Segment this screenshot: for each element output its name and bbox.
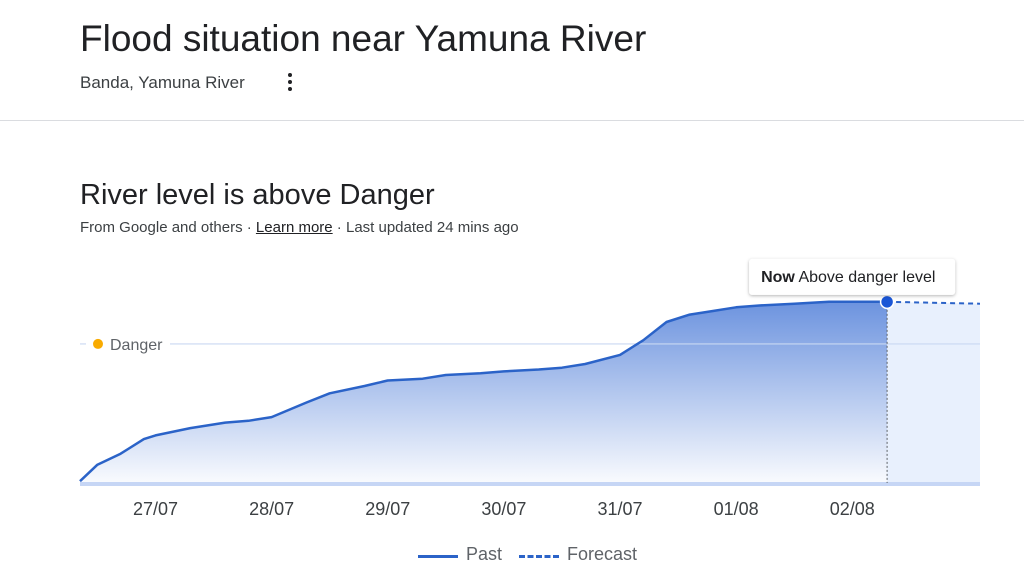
x-tick-label: 29/07: [365, 499, 410, 519]
legend-past-swatch: [418, 555, 458, 558]
page-title: Flood situation near Yamuna River: [80, 18, 647, 59]
x-tick-label: 01/08: [714, 499, 759, 519]
past-line: [79, 300, 888, 483]
more-vert-icon[interactable]: [280, 70, 300, 94]
x-tick-label: 30/07: [481, 499, 526, 519]
now-tooltip-bold: Now: [761, 269, 795, 286]
page-header: Flood situation near Yamuna River Banda,…: [0, 0, 1024, 121]
now-tooltip: [749, 258, 956, 295]
source-prefix: From Google and others ·: [80, 219, 256, 236]
river-status-title: River level is above Danger: [80, 179, 435, 211]
legend-forecast-swatch: [519, 555, 559, 558]
x-tick-label: 02/08: [830, 499, 875, 519]
source-line: From Google and others · Learn more · La…: [80, 219, 519, 236]
now-tooltip-status: Above danger level: [795, 269, 936, 286]
x-tick-label: 28/07: [249, 499, 294, 519]
chart-legend: Past Forecast: [0, 540, 1024, 570]
now-point[interactable]: [879, 294, 895, 310]
legend-past-label: Past: [466, 544, 503, 564]
now-tooltip-text: Now Above danger level: [761, 269, 935, 286]
x-tick-label: 27/07: [133, 499, 178, 519]
location-label: Banda, Yamuna River: [80, 73, 245, 92]
danger-dot: [93, 338, 103, 349]
forecast-line: [887, 300, 981, 305]
past-area: [80, 301, 888, 483]
x-tick-label: 31/07: [597, 499, 642, 519]
learn-more-link[interactable]: Learn more: [255, 219, 333, 236]
danger-label: Danger: [110, 337, 163, 354]
legend-forecast-label: Forecast: [567, 544, 638, 564]
last-updated: · Last updated 24 mins ago: [332, 219, 519, 236]
forecast-area: [887, 301, 980, 483]
river-level-chart: Danger Now Above danger level 27/07 28/07 29…: [79, 258, 981, 519]
danger-label-bg: [86, 332, 170, 355]
